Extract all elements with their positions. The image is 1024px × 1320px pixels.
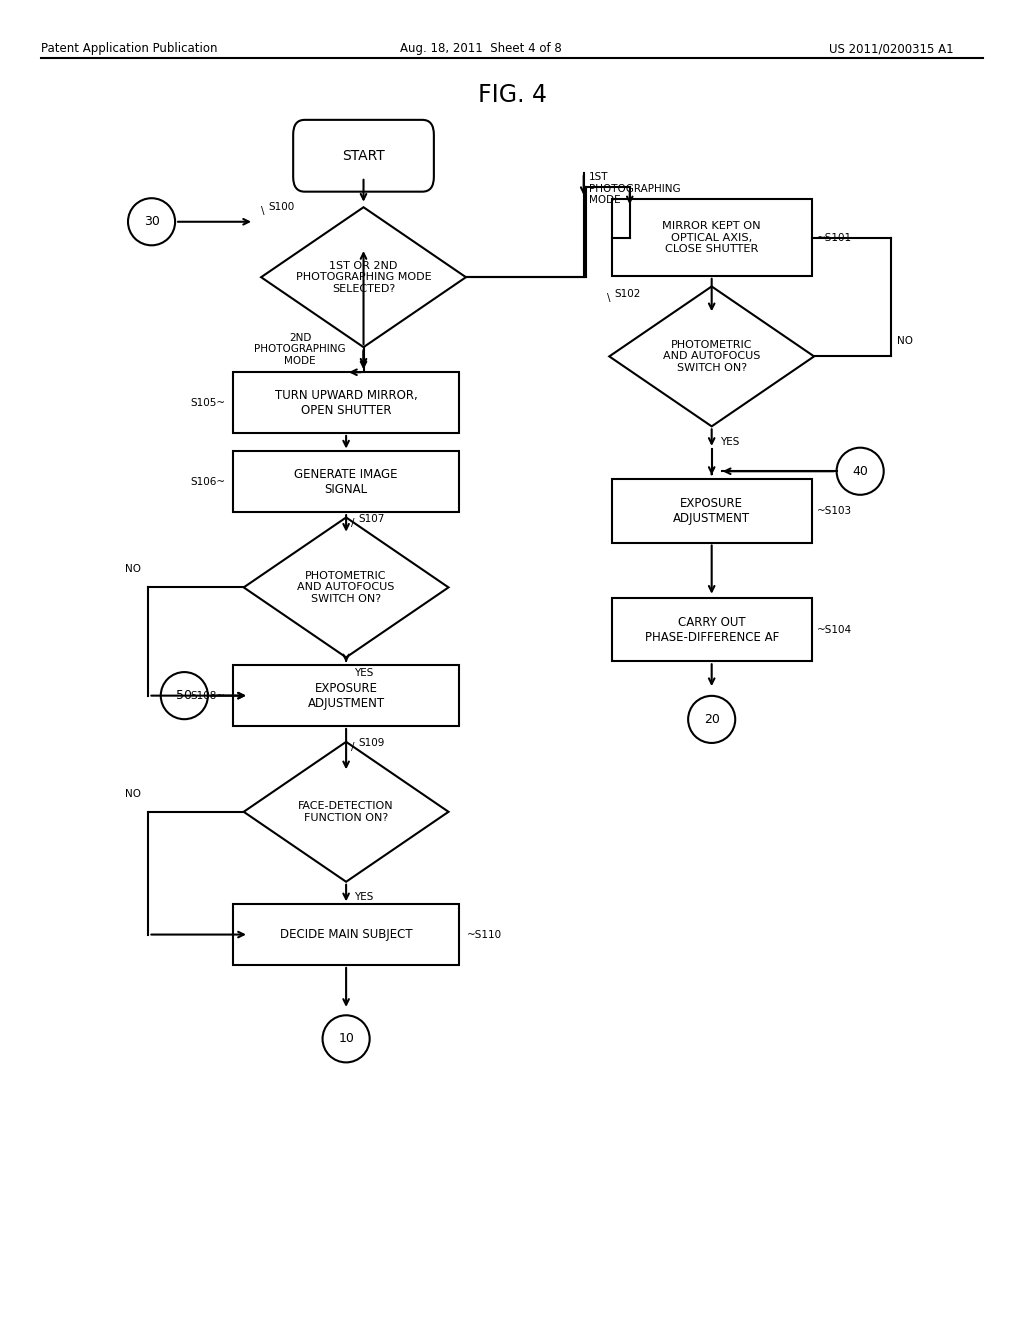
Text: TURN UPWARD MIRROR,
OPEN SHUTTER: TURN UPWARD MIRROR, OPEN SHUTTER	[274, 388, 418, 417]
Polygon shape	[609, 286, 814, 426]
Text: S109: S109	[358, 738, 385, 748]
Bar	[611, 479, 811, 543]
Ellipse shape	[688, 696, 735, 743]
Ellipse shape	[323, 1015, 370, 1063]
Text: Patent Application Publication: Patent Application Publication	[41, 42, 217, 55]
Text: S108~: S108~	[190, 690, 225, 701]
Text: S106~: S106~	[190, 477, 225, 487]
Text: START: START	[342, 149, 385, 162]
Bar	[611, 598, 811, 661]
Text: ~S104: ~S104	[817, 624, 852, 635]
Ellipse shape	[837, 447, 884, 495]
Text: DECIDE MAIN SUBJECT: DECIDE MAIN SUBJECT	[280, 928, 413, 941]
Text: 40: 40	[852, 465, 868, 478]
Text: S107: S107	[358, 513, 385, 524]
Text: /: /	[351, 742, 354, 752]
Text: CARRY OUT
PHASE-DIFFERENCE AF: CARRY OUT PHASE-DIFFERENCE AF	[644, 615, 779, 644]
Text: YES: YES	[354, 892, 374, 903]
Text: \: \	[607, 293, 610, 304]
Bar	[233, 904, 459, 965]
Text: GENERATE IMAGE
SIGNAL: GENERATE IMAGE SIGNAL	[294, 467, 398, 496]
Text: ~S110: ~S110	[467, 929, 502, 940]
Text: S105~: S105~	[190, 397, 225, 408]
Text: NO: NO	[897, 335, 913, 346]
Text: S102: S102	[614, 289, 641, 300]
FancyBboxPatch shape	[293, 120, 434, 191]
Text: NO: NO	[125, 788, 141, 799]
Text: FIG. 4: FIG. 4	[477, 83, 547, 107]
Text: ~S103: ~S103	[817, 506, 852, 516]
Bar	[611, 199, 811, 276]
Text: YES: YES	[354, 668, 374, 678]
Text: \: \	[261, 206, 264, 216]
Text: 20: 20	[703, 713, 720, 726]
Text: 1ST
PHOTOGRAPHING
MODE: 1ST PHOTOGRAPHING MODE	[589, 172, 680, 206]
Text: EXPOSURE
ADJUSTMENT: EXPOSURE ADJUSTMENT	[673, 496, 751, 525]
Bar	[233, 372, 459, 433]
Polygon shape	[244, 517, 449, 657]
Text: 50: 50	[176, 689, 193, 702]
Text: S100: S100	[268, 202, 295, 213]
Text: YES: YES	[720, 437, 739, 447]
Text: 2ND
PHOTOGRAPHING
MODE: 2ND PHOTOGRAPHING MODE	[254, 333, 346, 366]
Bar	[233, 665, 459, 726]
Text: 30: 30	[143, 215, 160, 228]
Text: Aug. 18, 2011  Sheet 4 of 8: Aug. 18, 2011 Sheet 4 of 8	[400, 42, 562, 55]
Polygon shape	[261, 207, 466, 347]
Ellipse shape	[128, 198, 175, 246]
Bar	[233, 451, 459, 512]
Text: 1ST OR 2ND
PHOTOGRAPHING MODE
SELECTED?: 1ST OR 2ND PHOTOGRAPHING MODE SELECTED?	[296, 260, 431, 294]
Text: NO: NO	[125, 564, 141, 574]
Text: /: /	[351, 517, 354, 528]
Text: ~S101: ~S101	[817, 232, 852, 243]
Text: MIRROR KEPT ON
OPTICAL AXIS,
CLOSE SHUTTER: MIRROR KEPT ON OPTICAL AXIS, CLOSE SHUTT…	[663, 220, 761, 255]
Text: PHOTOMETRIC
AND AUTOFOCUS
SWITCH ON?: PHOTOMETRIC AND AUTOFOCUS SWITCH ON?	[297, 570, 395, 605]
Text: 10: 10	[338, 1032, 354, 1045]
Text: US 2011/0200315 A1: US 2011/0200315 A1	[828, 42, 953, 55]
Polygon shape	[244, 742, 449, 882]
Text: FACE-DETECTION
FUNCTION ON?: FACE-DETECTION FUNCTION ON?	[298, 801, 394, 822]
Text: EXPOSURE
ADJUSTMENT: EXPOSURE ADJUSTMENT	[307, 681, 385, 710]
Ellipse shape	[161, 672, 208, 719]
Text: PHOTOMETRIC
AND AUTOFOCUS
SWITCH ON?: PHOTOMETRIC AND AUTOFOCUS SWITCH ON?	[663, 339, 761, 374]
